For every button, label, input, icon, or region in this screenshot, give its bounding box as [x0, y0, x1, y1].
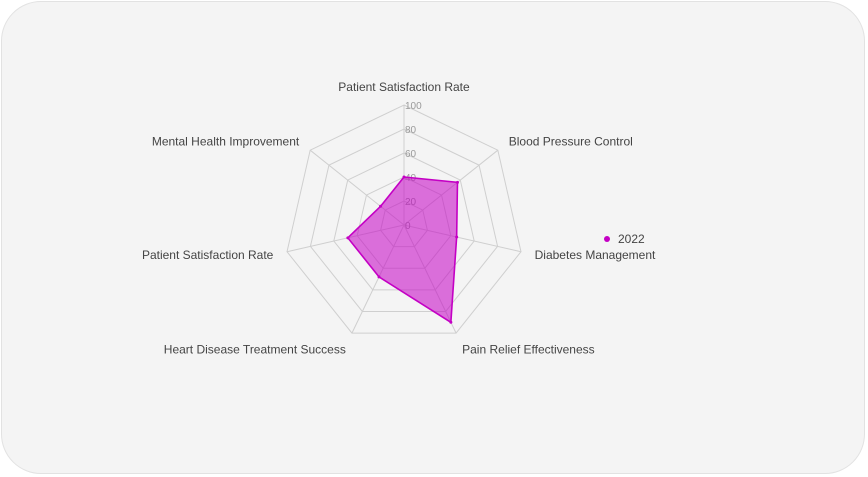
data-point-2[interactable] [455, 235, 459, 239]
axis-label-2: Diabetes Management [535, 248, 656, 262]
tick-label-100: 100 [405, 101, 422, 112]
axis-label-1: Blood Pressure Control [509, 134, 633, 148]
tick-label-60: 60 [405, 149, 417, 160]
grid-ring-80 [309, 128, 499, 312]
data-point-6[interactable] [379, 204, 383, 208]
data-point-3[interactable] [449, 320, 453, 324]
tick-label-80: 80 [405, 125, 417, 136]
data-point-0[interactable] [402, 175, 406, 179]
axis-label-6: Mental Health Improvement [152, 134, 300, 148]
data-point-5[interactable] [346, 236, 350, 240]
radar-series [346, 175, 459, 324]
legend[interactable]: 2022 [604, 232, 645, 246]
axis-label-5: Patient Satisfaction Rate [142, 248, 274, 262]
axis-label-3: Pain Relief Effectiveness [462, 343, 595, 357]
grid-ring-100 [286, 104, 522, 334]
radar-axis-labels: Patient Satisfaction Rate Blood Pressure … [142, 80, 656, 357]
axis-label-0: Patient Satisfaction Rate [338, 80, 470, 94]
legend-label-2022[interactable]: 2022 [618, 232, 645, 246]
data-point-4[interactable] [377, 275, 381, 279]
axis-label-4: Heart Disease Treatment Success [164, 343, 346, 357]
series-area-2022[interactable] [346, 176, 459, 324]
legend-marker-2022[interactable] [604, 236, 610, 242]
data-point-1[interactable] [455, 180, 459, 184]
